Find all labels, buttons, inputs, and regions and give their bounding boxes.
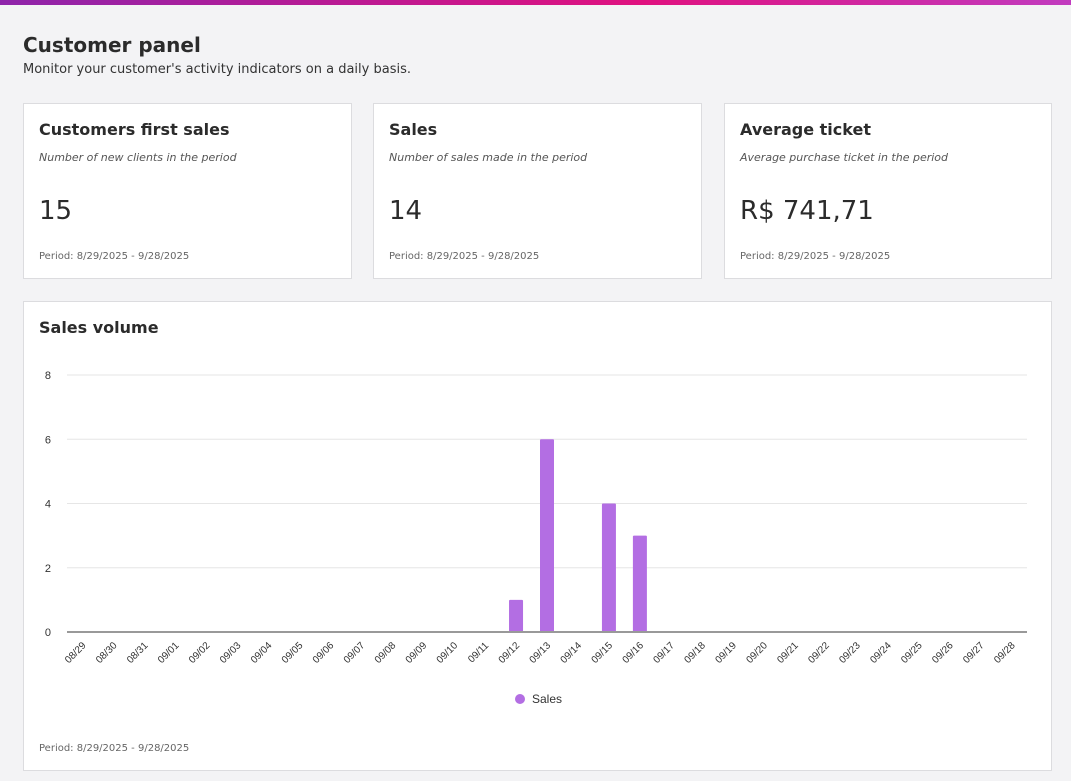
x-tick-label: 09/28 xyxy=(992,640,1018,666)
legend-label: Sales xyxy=(532,692,562,706)
chart-period: Period: 8/29/2025 - 9/28/2025 xyxy=(39,743,190,754)
y-tick-label: 0 xyxy=(45,627,51,639)
card-value: 15 xyxy=(39,196,73,226)
bar-09/13 xyxy=(540,439,554,632)
x-tick-label: 09/09 xyxy=(404,640,430,666)
x-tick-label: 09/12 xyxy=(497,640,523,666)
y-tick-label: 6 xyxy=(45,434,51,446)
y-tick-label: 2 xyxy=(45,563,51,575)
card-description: Number of new clients in the period xyxy=(39,151,237,164)
x-tick-label: 09/03 xyxy=(218,640,244,666)
x-tick-label: 09/04 xyxy=(249,640,275,666)
card-value: R$ 741,71 xyxy=(740,196,874,226)
x-tick-label: 09/06 xyxy=(311,640,337,666)
x-tick-label: 09/24 xyxy=(868,640,894,666)
card-period: Period: 8/29/2025 - 9/28/2025 xyxy=(740,251,891,262)
x-tick-label: 09/18 xyxy=(682,640,708,666)
x-tick-label: 09/07 xyxy=(342,640,368,666)
bar-09/15 xyxy=(601,503,616,632)
x-tick-label: 09/23 xyxy=(837,640,863,666)
page-subtitle: Monitor your customer's activity indicat… xyxy=(23,62,411,77)
x-tick-label: 09/16 xyxy=(621,640,647,666)
x-tick-label: 09/22 xyxy=(806,640,832,666)
y-tick-label: 4 xyxy=(45,499,51,511)
card-period: Period: 8/29/2025 - 9/28/2025 xyxy=(39,251,190,262)
card-title: Sales xyxy=(389,120,438,139)
chart-title: Sales volume xyxy=(39,318,159,337)
x-tick-label: 09/01 xyxy=(156,640,182,666)
x-tick-label: 09/26 xyxy=(930,640,956,666)
x-tick-label: 09/05 xyxy=(280,640,306,666)
x-tick-label: 09/20 xyxy=(744,640,770,666)
card-value: 14 xyxy=(389,196,423,226)
x-tick-label: 08/30 xyxy=(94,640,120,666)
x-tick-label: 09/14 xyxy=(559,640,585,666)
x-tick-label: 09/10 xyxy=(435,640,461,666)
card-title: Customers first sales xyxy=(39,120,230,139)
x-tick-label: 09/17 xyxy=(652,640,678,666)
x-tick-label: 09/27 xyxy=(961,640,987,666)
bar-09/16 xyxy=(632,535,647,632)
x-tick-label: 09/15 xyxy=(590,640,616,666)
x-tick-label: 09/19 xyxy=(713,640,739,666)
card-period: Period: 8/29/2025 - 9/28/2025 xyxy=(389,251,540,262)
x-tick-label: 08/29 xyxy=(63,640,89,666)
x-tick-label: 09/21 xyxy=(775,640,801,666)
legend-marker xyxy=(515,694,525,704)
y-tick-label: 8 xyxy=(45,370,51,382)
page-title: Customer panel xyxy=(23,33,201,57)
top-accent-bar xyxy=(0,0,1071,5)
x-tick-label: 09/02 xyxy=(187,640,213,666)
x-tick-label: 09/13 xyxy=(528,640,554,666)
card-description: Average purchase ticket in the period xyxy=(740,151,949,164)
card-average-ticket: Average ticket Average purchase ticket i… xyxy=(724,103,1052,279)
sales-volume-card: Sales volume Period: 8/29/2025 - 9/28/20… xyxy=(23,301,1052,771)
card-description: Number of sales made in the period xyxy=(389,151,588,164)
card-title: Average ticket xyxy=(740,120,871,139)
card-customers-first-sales: Customers first sales Number of new clie… xyxy=(23,103,352,279)
x-tick-label: 08/31 xyxy=(125,640,151,666)
x-tick-label: 09/11 xyxy=(466,640,491,665)
x-tick-label: 09/25 xyxy=(899,640,925,666)
bar-09/12 xyxy=(509,599,524,632)
x-tick-label: 09/08 xyxy=(373,640,399,666)
card-sales: Sales Number of sales made in the period… xyxy=(373,103,702,279)
